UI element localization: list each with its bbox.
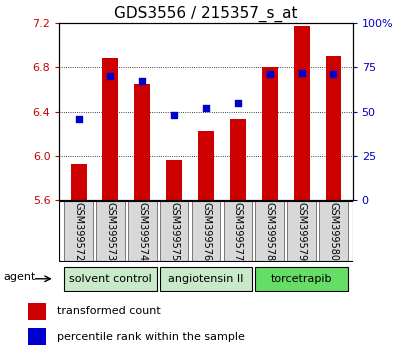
Text: GSM399575: GSM399575 <box>169 202 179 261</box>
Text: percentile rank within the sample: percentile rank within the sample <box>57 332 245 342</box>
FancyBboxPatch shape <box>223 201 252 261</box>
FancyBboxPatch shape <box>318 201 347 261</box>
FancyBboxPatch shape <box>255 201 283 261</box>
Point <box>75 116 82 121</box>
Text: GSM399578: GSM399578 <box>264 202 274 261</box>
Point <box>329 72 336 77</box>
FancyBboxPatch shape <box>128 201 156 261</box>
Text: GSM399577: GSM399577 <box>232 202 242 261</box>
FancyBboxPatch shape <box>64 201 93 261</box>
Text: torcetrapib: torcetrapib <box>270 274 332 284</box>
Point <box>298 70 304 75</box>
Point <box>171 112 177 118</box>
Text: GSM399572: GSM399572 <box>73 202 83 261</box>
Bar <box>134 84 150 200</box>
Text: GSM399580: GSM399580 <box>328 202 338 261</box>
Bar <box>28 328 46 345</box>
Text: agent: agent <box>3 273 35 282</box>
Bar <box>261 67 277 200</box>
Bar <box>198 131 213 200</box>
FancyBboxPatch shape <box>64 267 156 291</box>
Text: angiotensin II: angiotensin II <box>168 274 243 284</box>
Text: GSM399574: GSM399574 <box>137 202 147 261</box>
Bar <box>229 119 245 200</box>
Text: GSM399579: GSM399579 <box>296 202 306 261</box>
FancyBboxPatch shape <box>191 201 220 261</box>
Bar <box>325 56 341 200</box>
FancyBboxPatch shape <box>160 201 188 261</box>
Bar <box>293 26 309 200</box>
Point <box>202 105 209 111</box>
Text: GSM399576: GSM399576 <box>200 202 211 261</box>
FancyBboxPatch shape <box>255 267 347 291</box>
FancyBboxPatch shape <box>96 201 124 261</box>
Text: solvent control: solvent control <box>69 274 151 284</box>
Bar <box>102 58 118 200</box>
Bar <box>166 160 182 200</box>
Text: transformed count: transformed count <box>57 306 161 316</box>
FancyBboxPatch shape <box>287 201 315 261</box>
Bar <box>70 164 86 200</box>
FancyBboxPatch shape <box>160 267 252 291</box>
Point <box>107 73 113 79</box>
Title: GDS3556 / 215357_s_at: GDS3556 / 215357_s_at <box>114 5 297 22</box>
Bar <box>28 303 46 320</box>
Text: GSM399573: GSM399573 <box>105 202 115 261</box>
Point <box>234 100 240 105</box>
Point <box>266 72 272 77</box>
Point <box>139 79 145 84</box>
